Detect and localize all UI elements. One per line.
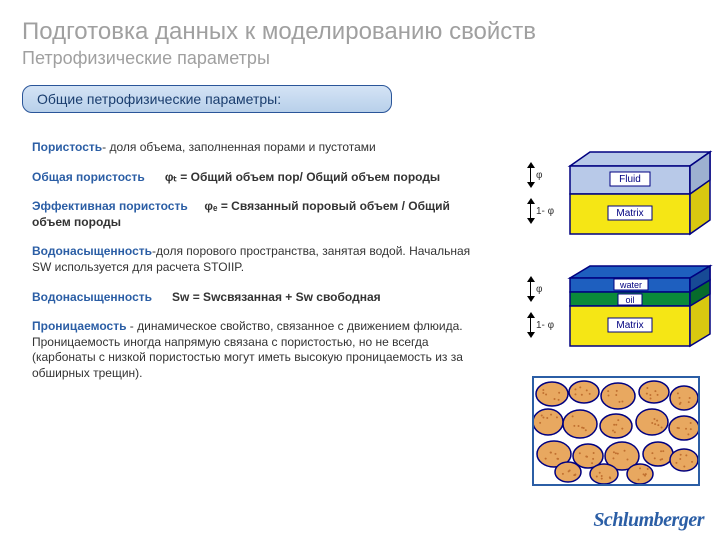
saturation-cube-diagram: φ 1- φ water oil Matrix <box>510 262 720 362</box>
sw-term: Водонасыщенность <box>32 244 152 258</box>
sw-formula: Sw = Swсвязанная + Sw свободная <box>172 290 381 304</box>
section-header: Общие петрофизические параметры: <box>22 85 392 113</box>
phi-label-2: φ <box>536 284 542 295</box>
permeability-diagram <box>510 376 720 486</box>
water-text: water <box>619 280 642 290</box>
perm-term: Проницаемость <box>32 319 126 333</box>
porosity-term: Пористость <box>32 140 102 154</box>
porosity-def: - доля объема, заполненная порами и пуст… <box>102 140 376 154</box>
company-logo: Schlumberger <box>593 509 704 532</box>
page-subtitle: Петрофизические параметры <box>22 48 698 69</box>
cube2-svg: water oil Matrix <box>550 262 715 357</box>
total-porosity-term: Общая пористость <box>32 170 145 184</box>
matrix-text-2: Matrix <box>616 320 643 331</box>
matrix-text: Matrix <box>616 208 643 219</box>
oil-text: oil <box>625 295 634 305</box>
eff-porosity-term: Эффективная пористость <box>32 199 188 213</box>
phi-label: φ <box>536 170 542 181</box>
fluid-text: Fluid <box>619 174 641 185</box>
porosity-cube-diagram: φ 1- φ Fluid Matrix <box>510 148 720 248</box>
total-porosity-formula: φₜ = Общий объем пор/ Общий объем породы <box>165 170 440 184</box>
grains-svg <box>534 378 698 484</box>
cube1-svg: Fluid Matrix <box>550 148 715 243</box>
content-body: Пористость- доля объема, заполненная пор… <box>32 140 482 396</box>
sw-formula-term: Водонасыщенность <box>32 290 152 304</box>
page-title: Подготовка данных к моделированию свойст… <box>22 18 698 46</box>
